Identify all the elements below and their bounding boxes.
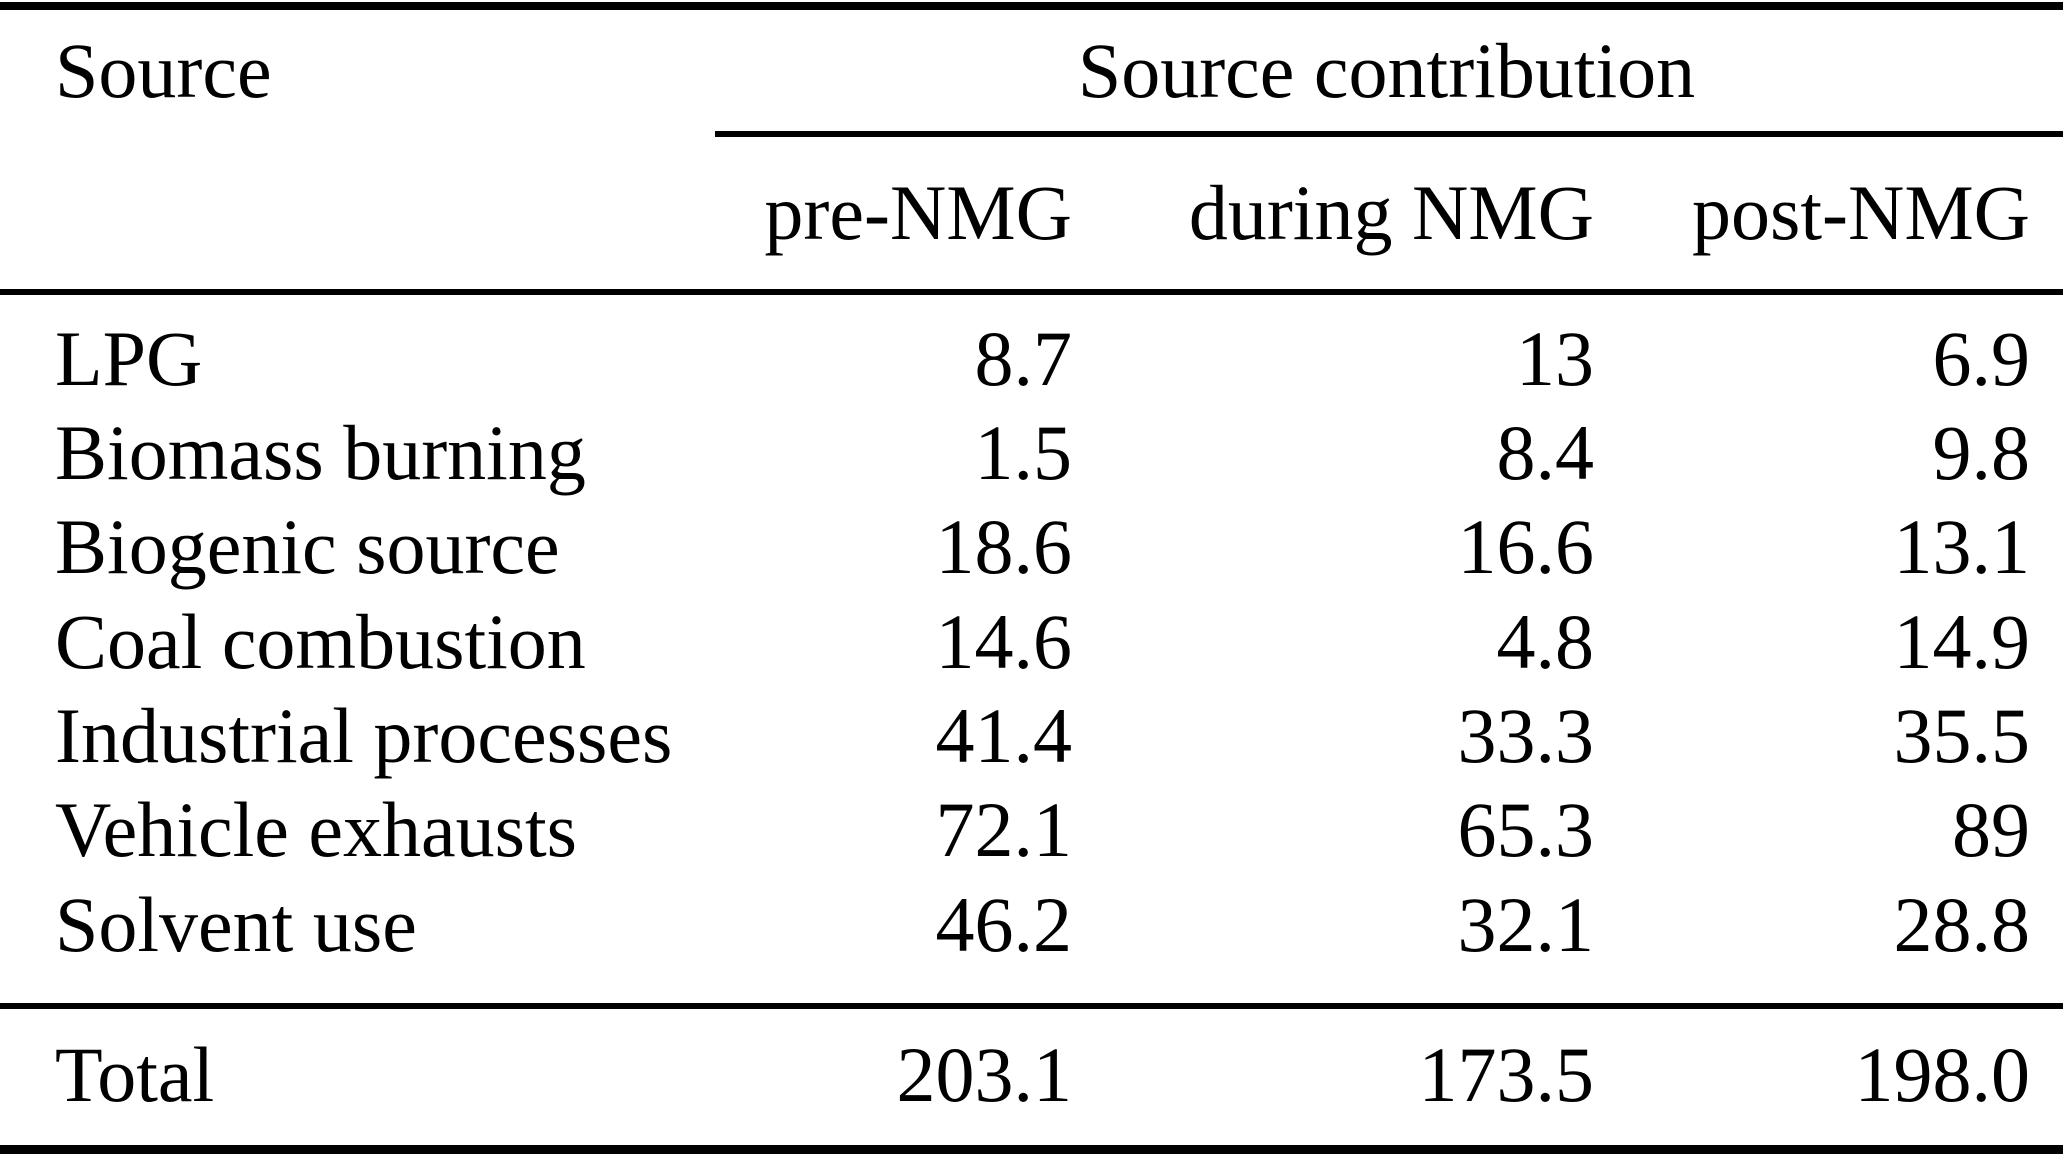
cell-post-nmg: 9.8 [1932, 409, 2031, 496]
bottom-border-rule [0, 1145, 2063, 1154]
header-row-group: Source Source contribution [0, 10, 2067, 131]
cell-during-nmg: 4.8 [1496, 598, 1595, 685]
cell-pre-nmg: 18.6 [935, 503, 1073, 590]
cell-pre-nmg: 41.4 [935, 692, 1073, 779]
header-row-periods: pre-NMG during NMG post-NMG [0, 137, 2067, 289]
table-row-industrial-processes: Industrial processes 41.4 33.3 35.5 [0, 689, 2067, 783]
cell-during-nmg: 32.1 [1457, 881, 1595, 968]
row-label: Industrial processes [55, 692, 673, 779]
sub-header-pre-nmg: pre-NMG [764, 169, 1072, 256]
cell-post-nmg: 28.8 [1893, 881, 2031, 968]
cell-during-nmg: 65.3 [1457, 786, 1595, 873]
sub-header-post-nmg: post-NMG [1691, 169, 2030, 256]
table-row-vehicle-exhausts: Vehicle exhausts 72.1 65.3 89 [0, 783, 2067, 877]
header-bottom-rule [0, 289, 2063, 295]
cell-pre-nmg: 72.1 [935, 786, 1073, 873]
group-header-source-contribution: Source contribution [1077, 26, 1696, 114]
group-header-span-rule [715, 131, 2063, 137]
cell-post-nmg: 35.5 [1893, 692, 2031, 779]
table-row-biomass-burning: Biomass burning 1.5 8.4 9.8 [0, 406, 2067, 500]
row-label: Solvent use [55, 881, 417, 968]
table-row-total: Total 203.1 173.5 198.0 [0, 1028, 2067, 1122]
total-cell-pre-nmg: 203.1 [896, 1031, 1073, 1118]
cell-during-nmg: 13 [1516, 315, 1594, 402]
table-row-solvent-use: Solvent use 46.2 32.1 28.8 [0, 878, 2067, 972]
cell-during-nmg: 33.3 [1457, 692, 1595, 779]
total-cell-during-nmg: 173.5 [1418, 1031, 1595, 1118]
total-label: Total [55, 1031, 215, 1118]
total-cell-post-nmg: 198.0 [1854, 1031, 2031, 1118]
cell-pre-nmg: 1.5 [974, 409, 1073, 496]
column-header-source: Source [55, 26, 272, 114]
cell-post-nmg: 89 [1952, 786, 2030, 873]
table-row-coal-combustion: Coal combustion 14.6 4.8 14.9 [0, 595, 2067, 689]
cell-post-nmg: 14.9 [1893, 598, 2031, 685]
row-label: Biomass burning [55, 409, 586, 496]
row-label: Coal combustion [55, 598, 586, 685]
row-label: LPG [55, 315, 203, 402]
cell-pre-nmg: 46.2 [935, 881, 1073, 968]
cell-pre-nmg: 14.6 [935, 598, 1073, 685]
row-label: Vehicle exhausts [55, 786, 578, 873]
cell-post-nmg: 13.1 [1893, 503, 2031, 590]
cell-during-nmg: 8.4 [1496, 409, 1595, 496]
table-row-biogenic-source: Biogenic source 18.6 16.6 13.1 [0, 500, 2067, 594]
row-label: Biogenic source [55, 503, 560, 590]
table-row-lpg: LPG 8.7 13 6.9 [0, 312, 2067, 406]
cell-during-nmg: 16.6 [1457, 503, 1595, 590]
cell-pre-nmg: 8.7 [974, 315, 1073, 402]
total-separator-rule [0, 1003, 2063, 1009]
sub-header-during-nmg: during NMG [1188, 169, 1594, 256]
top-border-rule [0, 2, 2063, 10]
cell-post-nmg: 6.9 [1932, 315, 2031, 402]
